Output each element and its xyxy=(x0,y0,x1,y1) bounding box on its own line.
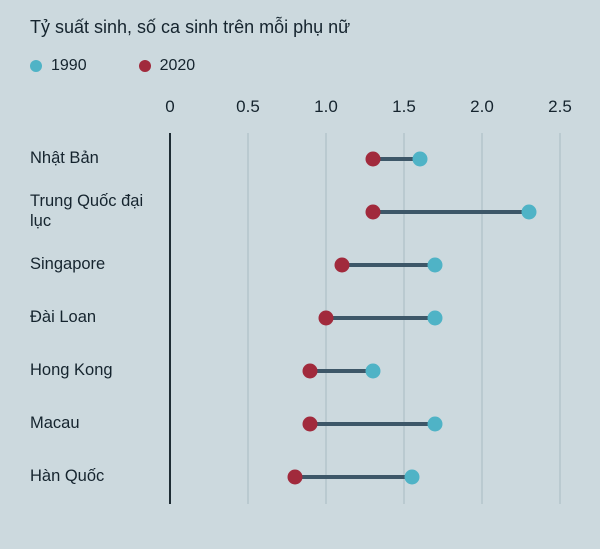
connector xyxy=(341,263,436,267)
legend-dot-2020-icon xyxy=(138,59,151,72)
dot-1990 xyxy=(521,204,537,220)
x-tick-label: 0.5 xyxy=(236,96,260,116)
connector xyxy=(310,422,436,426)
dot-2020 xyxy=(287,469,303,485)
x-tick-label: 1.0 xyxy=(314,96,338,116)
dumbbell-chart: 0 0.5 1.0 1.5 2.0 2.5 Nhật Bản Trung Quốc đại … xyxy=(30,96,572,504)
gridline xyxy=(247,132,249,504)
x-axis-ticks: 0 0.5 1.0 1.5 2.0 2.5 xyxy=(165,96,572,123)
dot-1990 xyxy=(412,151,428,167)
dot-2020 xyxy=(365,151,381,167)
category-label: Singapore xyxy=(30,255,106,274)
dot-1990 xyxy=(365,363,381,379)
category-label: Trung Quốc đại lục xyxy=(30,192,144,230)
gridline xyxy=(559,132,561,504)
dot-1990 xyxy=(427,416,443,432)
legend-label-1990: 1990 xyxy=(51,56,87,74)
y-axis-line xyxy=(169,132,171,504)
category-label: Hàn Quốc xyxy=(30,467,105,486)
dot-1990 xyxy=(427,310,443,326)
dot-2020 xyxy=(302,416,318,432)
legend-label-2020: 2020 xyxy=(159,56,196,74)
connector xyxy=(372,210,529,214)
connector xyxy=(372,157,420,161)
x-tick-label: 0 xyxy=(165,96,175,116)
connector xyxy=(294,475,412,479)
dot-2020 xyxy=(334,257,350,273)
x-tick-label: 2.0 xyxy=(470,96,494,116)
legend-dot-1990-icon xyxy=(30,59,42,72)
category-label: Đài Loan xyxy=(30,308,97,327)
category-label: Nhật Bản xyxy=(30,149,99,168)
gridline xyxy=(481,132,483,504)
dot-1990 xyxy=(427,257,443,273)
dot-2020 xyxy=(365,204,381,220)
connector xyxy=(310,369,373,373)
legend-item-1990: 1990 xyxy=(30,57,87,75)
x-tick-label: 1.5 xyxy=(392,96,416,116)
chart-title: Tỷ suất sinh, số ca sinh trên mỗi phụ nữ xyxy=(30,17,351,37)
category-label: Hong Kong xyxy=(30,361,113,380)
legend-item-2020: 2020 xyxy=(138,56,196,75)
plot-area: Nhật Bản Trung Quốc đại lục Singapore Đài L… xyxy=(30,132,561,504)
dot-2020 xyxy=(318,310,334,326)
legend: 1990 2020 xyxy=(30,57,600,75)
x-tick-label: 2.5 xyxy=(548,96,572,116)
dot-2020 xyxy=(302,363,318,379)
category-label: Macau xyxy=(30,414,80,433)
connector xyxy=(326,316,436,320)
dot-1990 xyxy=(404,469,420,485)
